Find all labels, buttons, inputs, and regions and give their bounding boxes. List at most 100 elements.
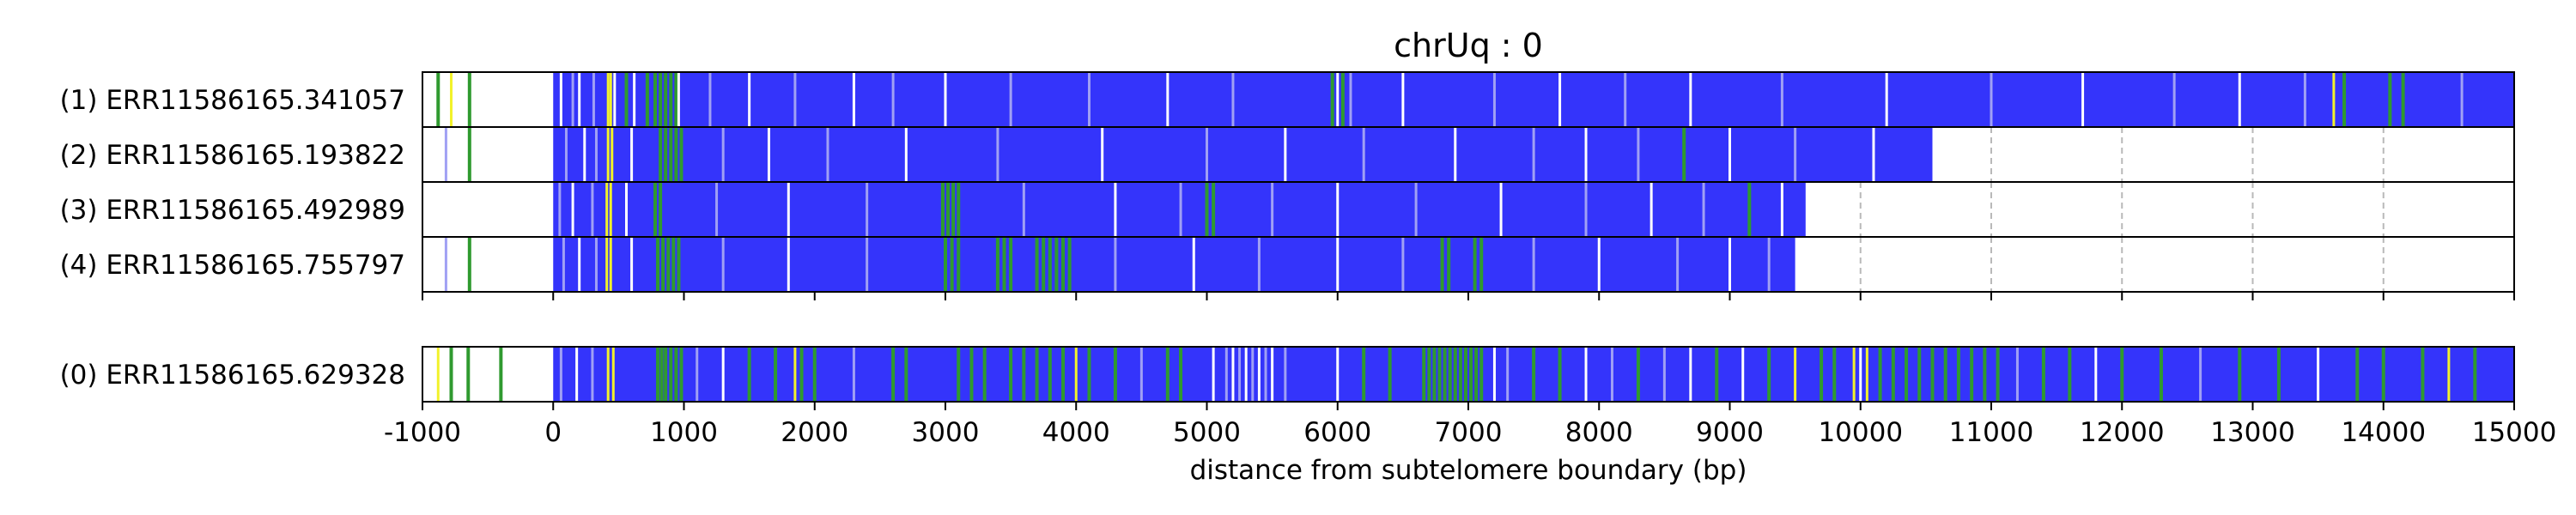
read-row-2-mark-green (1682, 127, 1686, 182)
reference-row-mark-light (1139, 347, 1143, 402)
read-row-1-mark-green (645, 72, 649, 127)
reference-row-mark-green (1532, 347, 1536, 402)
reference-row-mark-green (1956, 347, 1960, 402)
read-row-3-mark-light (591, 182, 594, 237)
reference-row-mark-green (1474, 347, 1479, 402)
reference-row-mark-light (559, 347, 562, 402)
reference-row-mark-green (1463, 347, 1467, 402)
reference-row-mark-green (969, 347, 974, 402)
reference-row-mark-green (656, 347, 660, 402)
read-rows: (1) ERR11586165.341057 (2) ERR11586165.19… (60, 71, 2515, 403)
read-row-1-mark-white (944, 72, 947, 127)
read-row-1-mark-green (2342, 72, 2347, 127)
read-row-2-mark-green (467, 127, 471, 182)
reference-row-mark-green (2159, 347, 2163, 402)
read-row-1-mark-green (624, 72, 629, 127)
reference-row-mark-light (1264, 347, 1267, 402)
read-row-1-mark-green (664, 72, 668, 127)
read-row-1-mark-green (1330, 72, 1334, 127)
read-row-2-mark-light (564, 127, 568, 182)
read-row-2-mark-green (664, 127, 668, 182)
read-row-1-mark-white (559, 72, 562, 127)
read-row-3-mark-green (957, 182, 961, 237)
x-tick-label: 2000 (781, 417, 848, 448)
read-row-3-mark-white (1649, 182, 1653, 237)
reference-row-mark-light (1284, 347, 1287, 402)
x-tick-label: 1000 (650, 417, 718, 448)
read-row-4: (4) ERR11586165.755797 (60, 236, 2515, 293)
read-row-4-mark-yellow (609, 237, 612, 292)
read-row-1-mark-light (1009, 72, 1012, 127)
reference-row-mark-green (982, 347, 987, 402)
reference-row-mark-green (1437, 347, 1442, 402)
reference-row-mark-light (591, 347, 594, 402)
read-row-4-mark-light (444, 237, 447, 292)
read-row-1-mark-light (2303, 72, 2306, 127)
reference-row-mark-yellow (606, 347, 610, 402)
read-row-4-mark-green (1061, 237, 1066, 292)
read-row-3-mark-light (1702, 182, 1705, 237)
read-row-3: (3) ERR11586165.492989 (60, 181, 2515, 238)
reference-row-mark-green (669, 347, 673, 402)
reference-row-mark-green (904, 347, 908, 402)
reference-row-mark-green (957, 347, 961, 402)
read-row-1-mark-white (1885, 72, 1888, 127)
read-row-1-mark-green (1340, 72, 1345, 127)
read-row-3-mark-white (1499, 182, 1503, 237)
reference-row-mark-green (1891, 347, 1895, 402)
read-row-4-mark-light (1257, 237, 1261, 292)
chart-title: chrUq : 0 (1394, 27, 1543, 64)
reference-row-mark-white (1584, 347, 1588, 402)
reference-row-mark-green (1943, 347, 1947, 402)
read-row-2-read-segment (553, 127, 1933, 182)
reference-row-mark-green (1996, 347, 2000, 402)
reference-row-mark-green (1983, 347, 1987, 402)
read-row-1-mark-light (1780, 72, 1783, 127)
reference-row-mark-green (2473, 347, 2477, 402)
reference-row-mark-green (1453, 347, 1457, 402)
reference-row-mark-green (799, 347, 804, 402)
read-row-3-mark-light (558, 182, 562, 237)
reference-row-mark-green (747, 347, 751, 402)
read-row-2-mark-white (1101, 127, 1104, 182)
reference-row-mark-yellow (1852, 347, 1856, 402)
read-row-3-mark-green (946, 182, 951, 237)
read-row-4-mark-green (677, 237, 681, 292)
read-row-4-mark-green (1048, 237, 1052, 292)
reference-row-mark-white (1231, 347, 1235, 402)
reference-row-mark-light (852, 347, 855, 402)
read-row-3-mark-white (1114, 182, 1117, 237)
read-row-1-mark-light (793, 72, 797, 127)
read-row-3-mark-light (1179, 182, 1182, 237)
read-row-1-mark-white (677, 72, 680, 127)
reference-row-mark-green (659, 347, 664, 402)
reference-row-mark-green (1388, 347, 1392, 402)
read-row-1-mark-yellow (2332, 72, 2336, 127)
read-row-4-mark-light (1767, 237, 1771, 292)
reference-row-mark-white (1689, 347, 1692, 402)
read-row-2-mark-green (679, 127, 683, 182)
read-row-2-mark-white (1284, 127, 1287, 182)
reference-row-mark-green (2120, 347, 2124, 402)
read-row-4-mark-white (630, 237, 634, 292)
reference-row-mark-light (696, 347, 699, 402)
read-row-4-mark-green (1002, 237, 1006, 292)
read-row-3-mark-white (625, 182, 629, 237)
reference-row-mark-yellow (1794, 347, 1797, 402)
reference-row-mark-green (1878, 347, 1882, 402)
x-tick-label: 14000 (2341, 417, 2426, 448)
read-row-2: (2) ERR11586165.193822 (60, 126, 2515, 183)
read-row-3-mark-light (866, 182, 869, 237)
reference-row-mark-green (1448, 347, 1452, 402)
reference-row-mark-yellow (1865, 347, 1868, 402)
read-row-1-mark-light (1990, 72, 1993, 127)
reference-row-mark-green (1469, 347, 1473, 402)
read-row-4-mark-yellow (605, 237, 609, 292)
x-tick-label: 10000 (1818, 417, 1903, 448)
reference-row-mark-white (721, 347, 725, 402)
read-row-4-mark-green (944, 237, 947, 292)
read-row-3-mark-green (659, 182, 663, 237)
reference-row-mark-white (1244, 347, 1248, 402)
read-row-4-mark-green (666, 237, 671, 292)
read-row-1-mark-light (1349, 72, 1352, 127)
